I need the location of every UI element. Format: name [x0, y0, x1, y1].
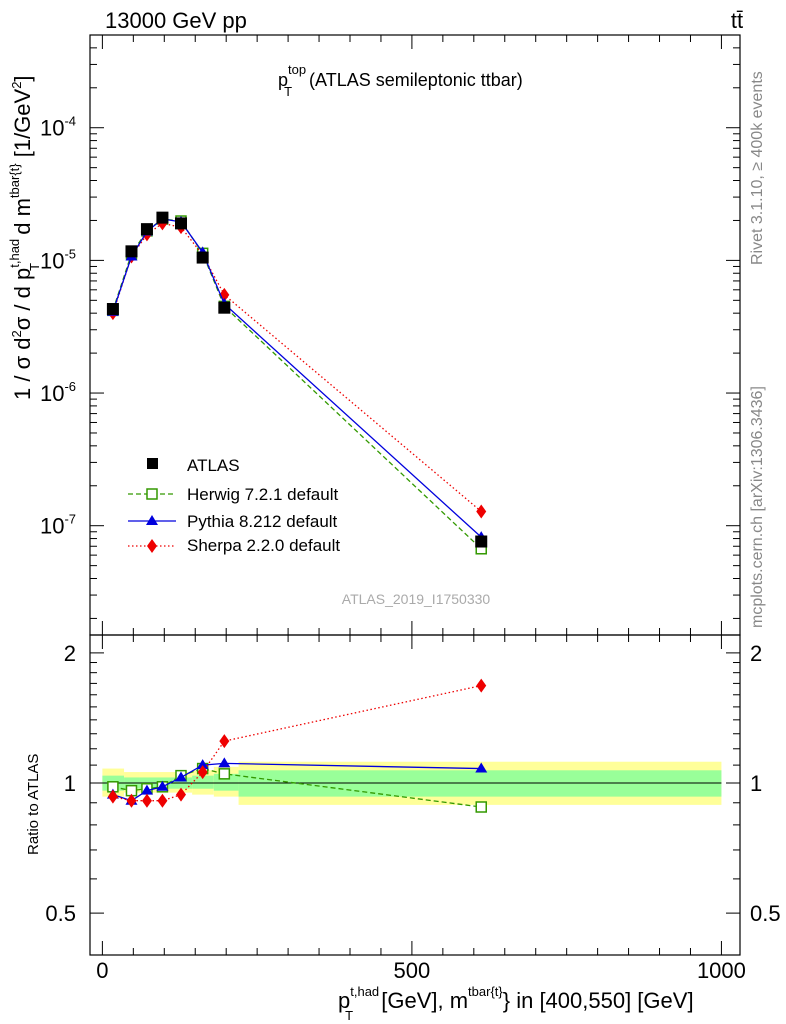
main-series-group	[106, 211, 488, 555]
series-line-sherpa	[112, 222, 482, 512]
ratio-point-herwig	[475, 801, 487, 813]
main-title-rest: (ATLAS semileptonic ttbar)	[304, 70, 523, 90]
ratio-panel-frame	[89, 634, 741, 956]
y-tick-label-main: 10-4	[40, 114, 76, 141]
ratio-point-pythia	[140, 784, 153, 795]
point-atlas	[475, 535, 488, 548]
y-label-part1: 1 / σ d	[10, 338, 35, 401]
point-atlas	[175, 217, 187, 230]
x-axis-label: pt,had T [GeV], mtbar{t}} in [400,550] [G…	[338, 984, 694, 1023]
point-atlas	[196, 251, 209, 264]
y-tick-label-main: 10-5	[40, 246, 76, 273]
y-label-part2: σ / d p	[10, 268, 35, 331]
ratio-point-pythia	[475, 762, 488, 773]
x-label-base: p	[338, 988, 350, 1013]
rivet-version-label: Rivet 3.1.10, ≥ 400k events	[749, 71, 766, 265]
y-label-part3: d m	[10, 198, 35, 241]
y-label-sup3: tbar{t}	[7, 163, 22, 198]
legend-marker-sherpa	[147, 539, 157, 553]
ratio-point-sherpa	[157, 793, 168, 808]
x-tick-label: 0	[96, 958, 108, 983]
point-atlas	[218, 301, 231, 314]
ratio-point-sherpa	[107, 789, 118, 804]
point-atlas	[156, 211, 169, 224]
ratio-point-pythia	[175, 771, 187, 782]
main-title-sub: T	[284, 84, 292, 99]
point-atlas	[106, 303, 119, 316]
legend-label-sherpa: Sherpa 2.2.0 default	[187, 536, 340, 555]
legend-label-herwig: Herwig 7.2.1 default	[187, 485, 338, 504]
ratio-point-herwig	[218, 768, 231, 780]
legend-marker-herwig	[146, 488, 158, 500]
y-axis-label-main: 1 / σ d2σ / d pt,had T d mtbar{t} [1/GeV2…	[7, 75, 42, 400]
y-tick-label-main: 10-6	[40, 379, 76, 406]
ratio-point-sherpa	[141, 793, 152, 808]
y-tick-label-ratio-left: 2	[64, 641, 76, 666]
y-label-part4: [1/GeV	[10, 88, 35, 163]
x-tick-label: 500	[394, 958, 431, 983]
main-title-sup: top	[288, 62, 306, 77]
y-tick-label-ratio-left: 0.5	[45, 901, 76, 926]
axis-ticks: 0 500 1000 10-7 10-6 10-5 10-4 0.5 0.5 1 1 2 2	[40, 34, 781, 983]
band-inner	[192, 775, 214, 789]
ratio-point-pythia	[218, 757, 231, 768]
legend-label-pythia: Pythia 8.212 default	[187, 512, 338, 531]
ratio-point-sherpa	[176, 787, 186, 802]
legend-marker-atlas	[147, 458, 158, 469]
ratio-point-sherpa	[197, 765, 208, 780]
y-label-part5: ]	[10, 75, 35, 81]
y-tick-label-ratio-right: 0.5	[750, 901, 781, 926]
ratio-point-sherpa	[219, 734, 230, 749]
ratio-point-sherpa	[476, 678, 487, 693]
point-atlas	[140, 223, 153, 236]
x-label-part3: } in [400,550] [GeV]	[503, 988, 694, 1013]
x-label-sub1: T	[345, 1008, 353, 1023]
ratio-line-sherpa	[112, 684, 482, 802]
main-title: ptop T (ATLAS semileptonic ttbar)	[278, 62, 523, 99]
ratio-series-group	[106, 678, 488, 813]
y-axis-label-ratio: Ratio to ATLAS	[25, 754, 42, 855]
y-label-sub2: T	[27, 263, 42, 271]
x-label-sup1: t,had	[350, 984, 379, 999]
legend-label-atlas: ATLAS	[187, 456, 240, 475]
analysis-id: ATLAS_2019_I1750330	[342, 591, 491, 607]
y-label-sup1: 2	[9, 330, 24, 337]
y-label-sup4: 2	[9, 82, 24, 89]
x-tick-label: 1000	[697, 958, 746, 983]
y-tick-label-main: 10-7	[40, 512, 76, 539]
energy-label: 13000 GeV pp	[105, 8, 247, 33]
y-tick-label-ratio-left: 1	[64, 771, 76, 796]
main-title-base: p	[278, 70, 288, 90]
y-label-sup2: t,had	[7, 239, 22, 268]
ratio-point-sherpa	[126, 793, 137, 808]
x-label-sup2: tbar{t}	[468, 984, 503, 999]
legend: ATLAS Herwig 7.2.1 default Pythia 8.212 …	[128, 456, 340, 555]
ratio-point-pythia	[156, 780, 169, 791]
point-atlas	[125, 245, 138, 258]
y-tick-label-ratio-right: 2	[750, 641, 762, 666]
mcplots-label: mcplots.cern.ch [arXiv:1306.3436]	[749, 386, 766, 628]
ratio-point-pythia	[196, 759, 209, 770]
y-tick-label-ratio-right: 1	[750, 771, 762, 796]
legend-marker-pythia	[146, 515, 158, 525]
point-sherpa	[476, 504, 487, 519]
x-label-part2: [GeV], m	[375, 988, 468, 1013]
process-label: tt̄	[731, 8, 743, 33]
